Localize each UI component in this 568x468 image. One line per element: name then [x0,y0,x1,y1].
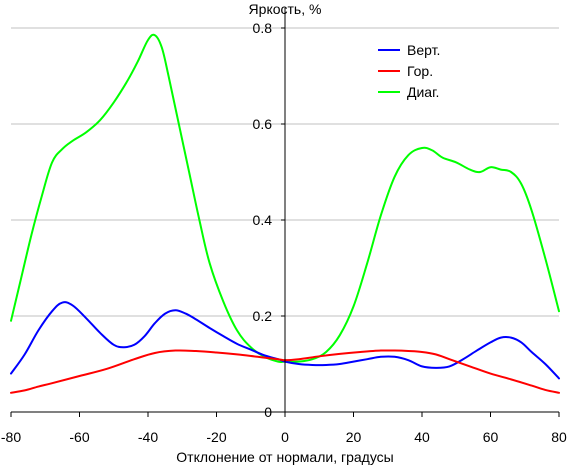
x-tick-label-4: 0 [281,429,289,445]
x-axis-title: Отклонение от нормали, градусы [176,449,393,465]
series-line-2 [10,33,560,363]
x-tick-label-3: -20 [206,429,226,445]
axes-layer [10,8,560,417]
legend-label-0: Верт. [407,42,440,58]
x-tick-label-8: 80 [551,429,567,445]
x-tick-label-2: -40 [138,429,158,445]
x-tick-label-0: -80 [1,429,21,445]
x-tick-label-6: 40 [414,429,430,445]
legend-label-2: Диаг. [407,84,439,100]
y-tick-label-2: 0.6 [253,116,273,132]
legend-label-1: Гор. [407,63,433,79]
legend: Верт. Гор. Диаг. [378,42,440,100]
y-axis-title: Яркость, % [249,1,322,17]
y-tick-label-zero: 0 [264,404,272,420]
x-tick-label-5: 20 [346,429,362,445]
series-line-1 [10,349,560,394]
x-tick-label-7: 60 [483,429,499,445]
y-tick-label-0: 0.2 [253,308,273,324]
series-layer [10,33,560,394]
y-tick-label-1: 0.4 [253,212,273,228]
y-tick-label-3: 0.8 [253,20,273,36]
x-tick-label-1: -60 [69,429,89,445]
tick-labels-layer: -80 -60 -40 -20 0 20 40 60 80 0.2 0.4 0.6 0.8 0 [1,20,567,445]
